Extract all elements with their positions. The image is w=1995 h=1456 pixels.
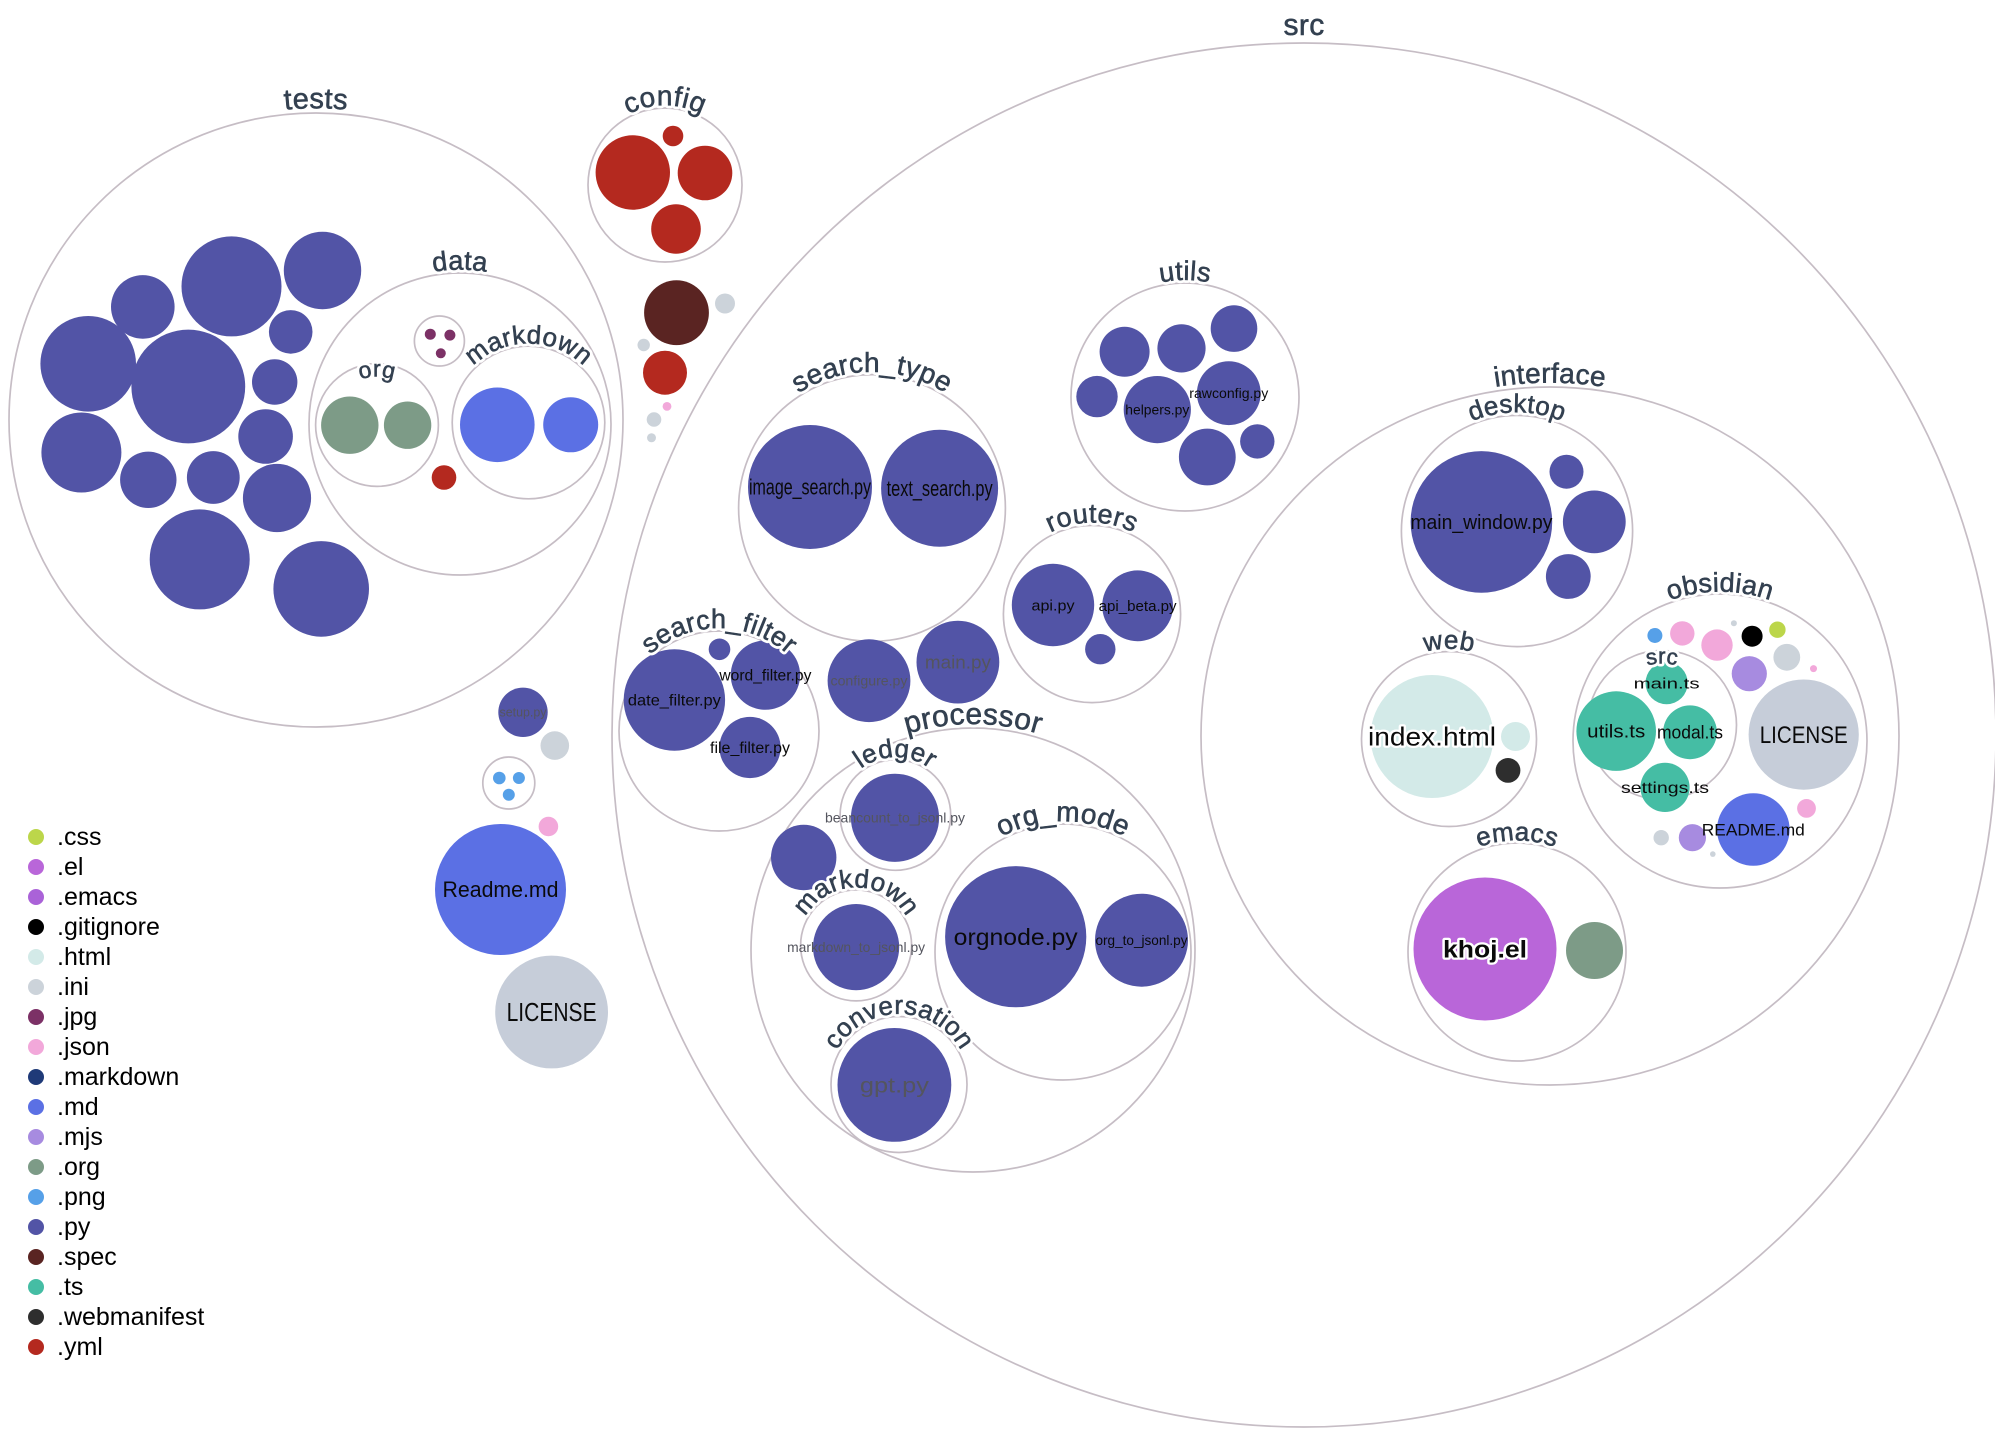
svg-text:image_search.py: image_search.py bbox=[749, 475, 871, 500]
svg-text:date_filter.py: date_filter.py bbox=[628, 693, 721, 710]
svg-text:main.py: main.py bbox=[925, 652, 991, 672]
svg-text:src: src bbox=[1644, 643, 1680, 670]
svg-text:setup.py: setup.py bbox=[500, 706, 548, 720]
svg-text:modal.ts: modal.ts bbox=[1657, 723, 1723, 743]
svg-text:configure.py: configure.py bbox=[831, 673, 908, 689]
svg-text:.markdown: .markdown bbox=[57, 1063, 179, 1091]
svg-text:.spec: .spec bbox=[57, 1243, 117, 1271]
svg-text:.json: .json bbox=[57, 1033, 110, 1061]
svg-text:main_window.py: main_window.py bbox=[1410, 512, 1552, 534]
svg-text:utils.ts: utils.ts bbox=[1587, 721, 1645, 741]
svg-text:src: src bbox=[1644, 643, 1680, 670]
svg-text:org: org bbox=[356, 356, 399, 384]
svg-text:tests: tests bbox=[282, 83, 349, 117]
svg-text:LICENSE: LICENSE bbox=[1760, 722, 1848, 749]
svg-text:src: src bbox=[1283, 9, 1325, 42]
svg-text:.md: .md bbox=[57, 1093, 99, 1121]
svg-text:README.md: README.md bbox=[1702, 820, 1805, 839]
svg-text:.ts: .ts bbox=[57, 1273, 83, 1301]
svg-text:.png: .png bbox=[57, 1183, 106, 1211]
svg-text:rawconfig.py: rawconfig.py bbox=[1189, 385, 1268, 401]
svg-text:.mjs: .mjs bbox=[57, 1123, 103, 1151]
svg-text:org_to_jsonl.py: org_to_jsonl.py bbox=[1096, 932, 1188, 948]
svg-text:.py: .py bbox=[57, 1213, 91, 1241]
svg-text:khoj.el: khoj.el bbox=[1443, 936, 1527, 963]
svg-text:.ini: .ini bbox=[57, 973, 89, 1001]
svg-text:index.html: index.html bbox=[1368, 722, 1496, 752]
svg-text:web: web bbox=[1420, 625, 1478, 658]
svg-text:src: src bbox=[1283, 9, 1325, 42]
svg-text:main.ts: main.ts bbox=[1634, 675, 1700, 692]
svg-text:LICENSE: LICENSE bbox=[507, 997, 597, 1027]
svg-text:settings.ts: settings.ts bbox=[1621, 780, 1709, 797]
svg-text:.emacs: .emacs bbox=[57, 883, 138, 911]
svg-text:.gitignore: .gitignore bbox=[57, 913, 160, 941]
svg-text:org: org bbox=[356, 356, 399, 384]
svg-text:data: data bbox=[430, 245, 490, 277]
svg-text:.yml: .yml bbox=[57, 1333, 103, 1361]
svg-text:.css: .css bbox=[57, 823, 101, 851]
svg-text:api.py: api.py bbox=[1032, 597, 1076, 614]
svg-text:file_filter.py: file_filter.py bbox=[710, 740, 790, 757]
svg-text:text_search.py: text_search.py bbox=[887, 476, 993, 501]
svg-text:utils: utils bbox=[1157, 256, 1213, 288]
svg-text:interface: interface bbox=[1492, 358, 1608, 393]
svg-text:helpers.py: helpers.py bbox=[1125, 402, 1189, 418]
svg-text:utils: utils bbox=[1157, 256, 1213, 288]
svg-text:data: data bbox=[430, 245, 490, 277]
svg-text:markdown_to_jsonl.py: markdown_to_jsonl.py bbox=[787, 939, 925, 955]
svg-text:Readme.md: Readme.md bbox=[443, 877, 559, 902]
svg-text:beancount_to_jsonl.py: beancount_to_jsonl.py bbox=[825, 810, 965, 826]
svg-text:.el: .el bbox=[57, 853, 83, 881]
svg-text:.webmanifest: .webmanifest bbox=[57, 1303, 204, 1331]
svg-text:.jpg: .jpg bbox=[57, 1003, 97, 1031]
svg-text:orgnode.py: orgnode.py bbox=[954, 924, 1079, 950]
svg-text:api_beta.py: api_beta.py bbox=[1099, 598, 1177, 615]
svg-text:.org: .org bbox=[57, 1153, 100, 1181]
svg-text:.html: .html bbox=[57, 943, 111, 971]
svg-text:web: web bbox=[1420, 625, 1478, 658]
svg-text:word_filter.py: word_filter.py bbox=[718, 668, 811, 685]
svg-text:gpt.py: gpt.py bbox=[860, 1074, 930, 1097]
